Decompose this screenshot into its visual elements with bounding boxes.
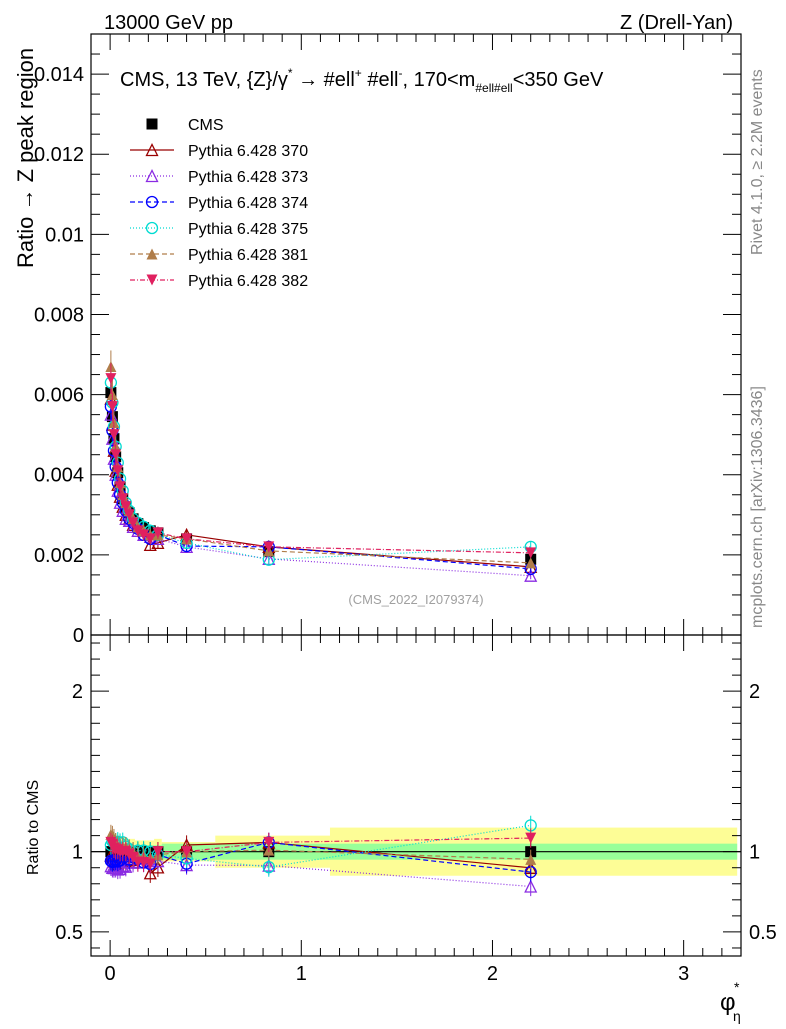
ratio-tick-label-right: 2 [749,681,760,703]
ratio-tick-label-right: 1 [749,842,760,864]
y-tick-label: 0.004 [34,465,84,487]
data-point-p382 [114,481,126,493]
x-tick-label: 1 [296,963,307,985]
rivet-label: Rivet 4.1.0, ≥ 2.2M events [749,69,766,255]
x-axis-label: φ [720,989,736,1016]
data-point-p382 [112,465,124,477]
data-point-p373 [524,568,538,582]
y-tick-label: 0.01 [45,224,84,246]
legend: CMS Pythia 6.428 370 Pythia 6.428 373 Pythi… [130,117,308,290]
ratio-point-p382 [144,858,156,870]
legend-label-cms: CMS [188,117,224,134]
series-line-p382 [110,378,531,554]
data-point-p382 [138,529,150,541]
ratio-tick-label: 0.5 [55,922,83,944]
ratio-point-p382 [152,846,164,858]
data-point-p382 [132,525,144,537]
legend-label-p381: Pythia 6.428 381 [188,247,308,264]
ratio-point-p382 [263,836,275,848]
legend-label-p373: Pythia 6.428 373 [188,169,308,186]
x-axis-label-sub: η [733,1008,741,1024]
data-point-p382 [108,429,120,441]
legend-marker-p370 [145,143,159,157]
data-point-p382 [117,493,129,505]
x-tick-label: 0 [105,963,116,985]
mcplots-label: mcplots.cern.ch [arXiv:1306.3436] [749,386,766,628]
ratio-point-p382 [181,846,193,858]
analysis-watermark: (CMS_2022_I2079374) [348,592,483,607]
legend-marker-p375 [145,221,159,235]
ratio-tick-label: 2 [72,681,83,703]
data-point-p382 [106,401,118,413]
ratio-series-p382 [105,828,537,874]
y-tick-label: 0.008 [34,304,84,326]
legend-label-p370: Pythia 6.428 370 [188,143,308,160]
y-tick-label: 0.002 [34,545,84,567]
x-tick-label: 2 [487,963,498,985]
data-point-p382 [110,449,122,461]
data-point-p382 [127,517,139,529]
ratio-axis-label: Ratio to CMS [25,780,42,875]
legend-label-p382: Pythia 6.428 382 [188,273,308,290]
ratio-point-p373 [524,879,538,893]
legend-marker-p373 [145,169,159,183]
legend-marker-p381 [146,248,158,260]
data-point-p382 [123,509,135,521]
data-point-p382 [105,373,117,385]
chart-title: CMS, 13 TeV, {Z}/γ* → #ell+ #ell-, 170<m… [120,66,604,95]
data-point-p382 [525,547,537,559]
data-point-p382 [263,541,275,553]
ratio-tick-label: 1 [72,842,83,864]
ratio-tick-label-right: 0.5 [749,922,777,944]
ratio-point-p381 [525,853,537,865]
legend-marker-p382 [146,274,158,286]
series-p382 [105,363,537,559]
legend-label-p375: Pythia 6.428 375 [188,221,308,238]
data-point-p382 [144,533,156,545]
y-tick-label: 0.012 [34,144,84,166]
ratio-point-p375 [262,860,275,874]
legend-marker-cms [146,118,158,130]
y-axis-label: Ratio → Z peak region [13,48,38,268]
legend-marker-p374 [145,195,159,209]
legend-label-p374: Pythia 6.428 374 [188,195,308,212]
data-point-p382 [181,533,193,545]
ratio-point-p382 [525,832,537,844]
data-point-p382 [120,501,132,513]
header-process: Z (Drell-Yan) [620,12,733,34]
x-axis-label-sup: * [734,979,740,995]
y-tick-label: 0.006 [34,385,84,407]
y-tick-label: 0.014 [34,64,84,86]
data-point-p381 [525,557,537,569]
x-tick-label: 3 [678,963,689,985]
y-tick-label: 0 [73,625,84,647]
header-energy: 13000 GeV pp [104,12,233,34]
data-point-p382 [152,527,164,539]
